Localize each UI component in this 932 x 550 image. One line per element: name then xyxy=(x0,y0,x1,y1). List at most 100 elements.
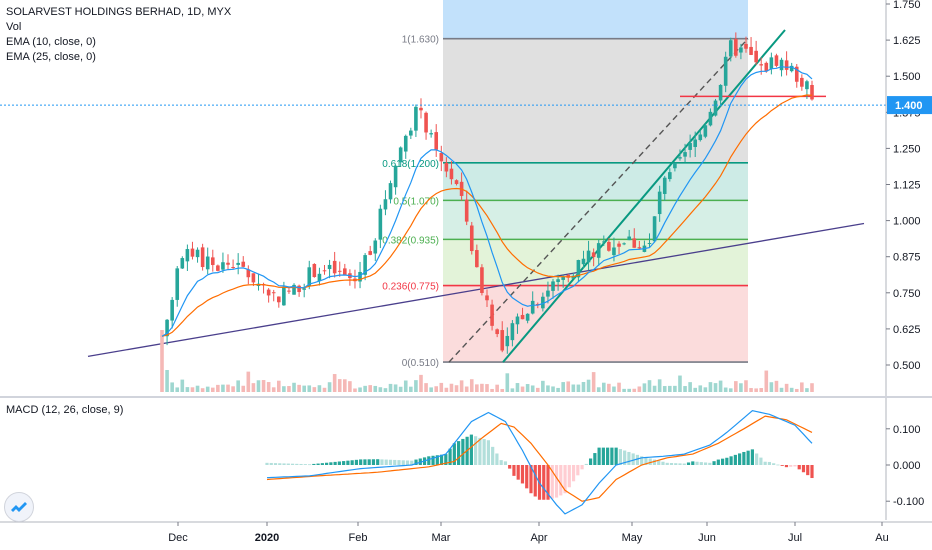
volume-bar xyxy=(668,385,672,392)
volume-bar xyxy=(586,379,591,392)
volume-bar xyxy=(261,380,266,392)
volume-bar xyxy=(195,385,200,392)
candle-body xyxy=(774,55,779,66)
tradingview-logo-icon[interactable] xyxy=(4,492,34,522)
macd-histogram-bar xyxy=(567,465,571,488)
macd-histogram-bar xyxy=(772,463,776,465)
candle-body xyxy=(327,264,332,270)
candle-body xyxy=(200,247,205,268)
candle-body xyxy=(307,267,312,287)
candle-body xyxy=(170,299,174,321)
volume-bar xyxy=(495,384,499,392)
volume-bar xyxy=(480,383,484,392)
candle-body xyxy=(525,313,530,321)
macd-histogram-bar xyxy=(708,462,712,465)
candle-body xyxy=(464,199,469,222)
volume-bar xyxy=(703,387,708,392)
macd-histogram-bar xyxy=(269,462,273,465)
volume-bar xyxy=(789,387,794,392)
candle-body xyxy=(434,132,439,150)
macd-histogram-bar xyxy=(478,437,482,465)
candle-body xyxy=(185,249,190,262)
candle-body xyxy=(175,268,180,300)
candle-body xyxy=(541,296,545,309)
price-axis-label: 0.625 xyxy=(893,324,921,336)
candle-body xyxy=(271,292,276,294)
macd-histogram-bar xyxy=(699,462,703,465)
volume-bar xyxy=(642,383,647,392)
candle-body xyxy=(622,243,626,245)
macd-histogram-bar xyxy=(738,453,742,465)
candle-body xyxy=(409,130,413,136)
candle-body xyxy=(236,262,240,265)
volume-bar xyxy=(266,382,271,392)
volume-bar xyxy=(596,387,601,392)
volume-bar xyxy=(160,330,164,392)
candle-body xyxy=(601,241,606,243)
volume-bar xyxy=(414,380,418,392)
volume-bar xyxy=(205,386,210,392)
candle-body xyxy=(744,43,748,49)
volume-bar xyxy=(363,385,367,392)
macd-histogram-bar xyxy=(640,456,644,465)
candle-body xyxy=(764,62,769,72)
candle-body xyxy=(312,263,317,278)
macd-histogram-bar xyxy=(593,453,597,465)
volume-bar xyxy=(551,386,555,392)
candle-body xyxy=(231,266,235,269)
candle-body xyxy=(520,314,525,320)
candle-body xyxy=(713,100,718,116)
macd-histogram-bar xyxy=(784,465,789,468)
volume-bar xyxy=(774,380,779,392)
macd-histogram-bar xyxy=(584,463,588,465)
candle-body xyxy=(789,65,794,72)
candle-body xyxy=(576,260,581,278)
candle-body xyxy=(693,139,698,147)
fib-zone xyxy=(443,162,748,201)
price-axis-label: 1.125 xyxy=(893,180,921,192)
fib-zone xyxy=(443,38,748,163)
ema25-line xyxy=(161,94,813,337)
volume-bar xyxy=(236,380,240,392)
volume-bar xyxy=(454,385,459,392)
volume-bar xyxy=(469,379,474,392)
volume-bar xyxy=(200,388,205,392)
macd-histogram-bar xyxy=(376,459,380,465)
macd-histogram-bar xyxy=(742,451,746,465)
volume-bar xyxy=(769,382,774,392)
candle-body xyxy=(414,106,418,131)
macd-histogram-bar xyxy=(474,436,478,465)
macd-histogram-bar xyxy=(635,454,640,465)
volume-bar xyxy=(805,388,809,392)
candle-body xyxy=(490,304,494,326)
volume-bar xyxy=(231,386,235,392)
candle-body xyxy=(637,247,642,249)
volume-bar xyxy=(424,383,428,392)
volume-bar xyxy=(368,385,373,392)
macd-histogram-bar xyxy=(491,446,495,465)
macd-histogram-bar xyxy=(623,450,627,465)
volume-bar xyxy=(525,384,530,392)
macd-histogram-bar xyxy=(725,457,729,465)
volume-bar xyxy=(343,379,347,392)
up-trendline xyxy=(502,29,786,363)
macd-histogram-bar xyxy=(499,460,503,465)
volume-bar xyxy=(449,383,454,392)
candle-body xyxy=(805,81,809,90)
macd-histogram-bar xyxy=(427,456,431,465)
volume-bar xyxy=(652,385,657,392)
candle-body xyxy=(393,165,398,188)
candle-body xyxy=(754,50,758,63)
macd-histogram-bar xyxy=(716,459,720,465)
volume-bar xyxy=(810,383,814,392)
volume-bar xyxy=(251,383,256,392)
macd-histogram-bar xyxy=(691,461,695,465)
volume-bar xyxy=(439,382,444,392)
candle-body xyxy=(180,258,185,269)
candle-body xyxy=(561,276,565,280)
candle-body xyxy=(581,258,586,265)
candle-body xyxy=(728,40,733,57)
volume-bar xyxy=(510,388,515,392)
volume-bar xyxy=(332,374,337,392)
